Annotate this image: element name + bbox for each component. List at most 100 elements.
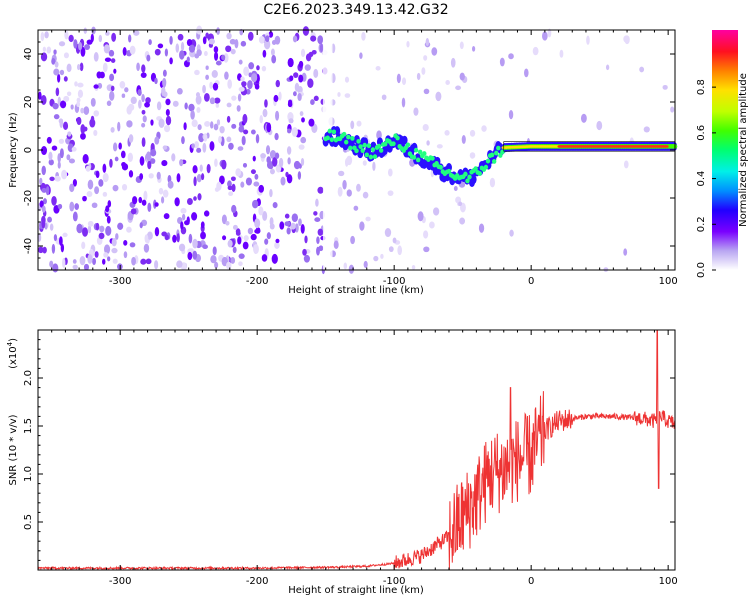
colorbar-ticks: 0.0 0.2 0.4 0.6 0.8 <box>696 79 716 278</box>
spectrogram-noise-cell <box>44 31 49 39</box>
spectrogram-noise-cell <box>429 221 435 229</box>
spectrogram-noise-cell <box>272 157 278 167</box>
spectrogram-signal-cell <box>360 148 365 154</box>
spectrogram-noise-cell <box>623 35 630 43</box>
spectrogram-signal-cell <box>362 142 367 148</box>
spectrogram-noise-cell <box>416 72 421 81</box>
spectrogram-noise-cell <box>315 198 319 207</box>
spectrogram-noise-cell <box>106 100 112 107</box>
spectrogram-noise-cell <box>69 201 75 212</box>
snr-panel: -300 -200 -100 0 100 0.5 1.0 1.5 2.0 Height of … <box>6 329 678 596</box>
spectrogram-noise-cell <box>164 48 169 57</box>
spectrogram-noise-cell <box>362 160 367 166</box>
spectrogram-y-tick-label: -40 <box>23 238 34 254</box>
spectrogram-noise-cell <box>104 244 111 255</box>
spectrogram-noise-cell <box>243 129 249 135</box>
spectrogram-noise-cell <box>83 263 90 271</box>
spectrogram-noise-cell <box>77 82 84 88</box>
spectrogram-noise-cell <box>93 110 100 117</box>
spectrogram-noise-cell <box>188 233 193 244</box>
spectrogram-noise-cell <box>124 87 129 93</box>
spectrogram-noise-cell <box>348 264 355 274</box>
spectrogram-noise-cell <box>194 53 200 59</box>
spectrogram-noise-cell <box>73 39 78 49</box>
spectrogram-noise-cell <box>177 33 184 41</box>
spectrogram-signal-cell <box>422 151 427 156</box>
spectrogram-noise-cell <box>87 254 93 264</box>
spectrogram-noise-cell <box>261 254 268 262</box>
spectrogram-noise-cell <box>74 81 78 87</box>
spectrogram-noise-cell <box>240 181 245 188</box>
spectrogram-noise-cell <box>109 158 113 168</box>
spectrogram-noise-cell <box>294 82 300 92</box>
spectrogram-noise-cell <box>459 41 464 50</box>
spectrogram-noise-cell <box>392 237 397 244</box>
spectrogram-noise-cell <box>37 246 44 254</box>
spectrogram-noise-cell <box>130 208 137 215</box>
spectrogram-noise-cell <box>109 73 115 82</box>
spectrogram-noise-cell <box>110 85 115 92</box>
spectrogram-noise-cell <box>165 98 171 106</box>
spectrogram-noise-cell <box>83 106 90 115</box>
spectrogram-noise-cell <box>228 142 234 150</box>
spectrogram-noise-cell <box>284 221 291 227</box>
spectrogram-noise-cell <box>205 74 209 80</box>
spectrogram-noise-cell <box>172 234 177 243</box>
spectrogram-noise-cell <box>423 88 430 95</box>
spectrogram-noise-cell <box>102 191 108 197</box>
spectrogram-noise-cell <box>157 43 164 49</box>
spectrogram-noise-cell <box>174 197 180 207</box>
spectrogram-noise-cell <box>208 38 215 45</box>
spectrogram-noise-cell <box>458 201 463 207</box>
spectrogram-noise-cell <box>254 173 259 180</box>
spectrogram-noise-cell <box>186 197 193 205</box>
spectrogram-noise-cell <box>547 28 552 38</box>
spectrogram-signal-cell <box>496 145 501 151</box>
spectrogram-noise-cell <box>178 243 186 252</box>
spectrogram-noise-cell <box>84 44 91 51</box>
snr-scale-label: (x104) <box>6 338 19 369</box>
spectrogram-noise-cell <box>247 227 254 235</box>
spectrogram-noise-cell <box>53 68 60 76</box>
spectrogram-noise-cell <box>114 156 119 162</box>
spectrogram-noise-cell <box>266 122 272 133</box>
spectrogram-noise-cell <box>83 126 88 132</box>
spectrogram-noise-cell <box>165 115 172 126</box>
spectrogram-noise-cell <box>264 39 271 50</box>
spectrogram-noise-cell <box>387 190 394 196</box>
spectrogram-noise-cell <box>104 57 112 62</box>
spectrogram-noise-cell <box>141 137 146 148</box>
spectrogram-signal-cell <box>366 143 372 149</box>
spectrogram-noise-cell <box>258 184 264 193</box>
spectrogram-noise-cell <box>39 200 44 208</box>
spectrogram-noise-cell <box>318 245 324 252</box>
spectrogram-noise-cell <box>298 60 304 68</box>
spectrogram-signal-cell <box>325 135 330 141</box>
spectrogram-signal-cell <box>372 154 378 160</box>
spectrogram-noise-cell <box>231 183 236 192</box>
spectrogram-noise-cell <box>247 31 254 41</box>
spectrogram-noise-cell <box>359 221 365 231</box>
spectrogram-noise-cell <box>140 72 147 78</box>
spectrogram-noise-cell <box>61 169 68 180</box>
spectrogram-signal-cell <box>415 157 421 163</box>
spectrogram-noise-cell <box>59 69 65 76</box>
spectrogram-noise-cell <box>211 70 218 78</box>
spectrogram-noise-cell <box>91 202 98 209</box>
spectrogram-noise-cell <box>362 191 369 199</box>
spectrogram-noise-cell <box>71 146 77 152</box>
spectrogram-noise-cell <box>293 160 301 170</box>
spectrogram-noise-cell <box>205 32 209 39</box>
spectrogram-noise-cell <box>266 232 271 240</box>
spectrogram-noise-cell <box>144 102 150 108</box>
spectrogram-noise-cell <box>313 68 319 79</box>
spectrogram-noise-cell <box>196 174 202 183</box>
spectrogram-noise-field <box>37 25 675 275</box>
spectrogram-noise-cell <box>532 46 539 56</box>
spectrogram-noise-cell <box>72 211 78 222</box>
spectrogram-noise-cell <box>243 66 250 77</box>
spectrogram-noise-cell <box>302 248 307 256</box>
snr-x-tick-label: 100 <box>659 576 678 587</box>
spectrogram-noise-cell <box>413 107 419 116</box>
spectrogram-noise-cell <box>238 59 243 65</box>
